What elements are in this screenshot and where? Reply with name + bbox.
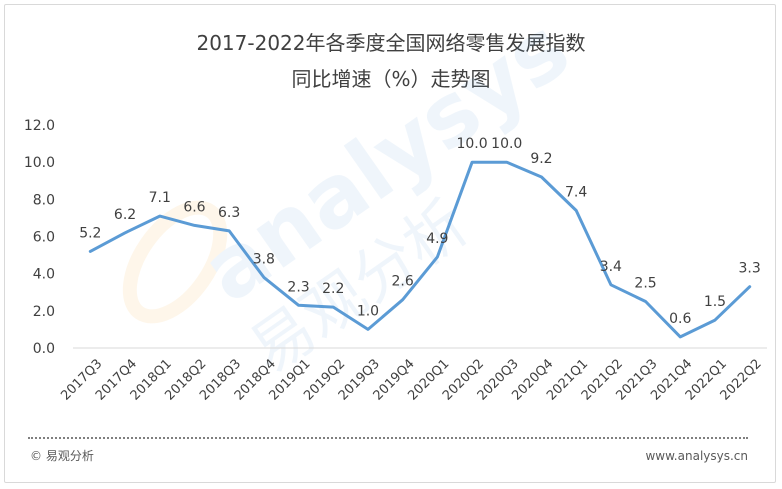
- data-label: 6.6: [183, 199, 205, 215]
- y-axis: 0.0 2.0 4.0 6.0 8.0 10.0 12.0: [24, 118, 55, 357]
- data-label: 10.0: [456, 136, 487, 152]
- data-labels: 5.2 6.2 7.1 6.6 6.3 3.8 2.3 2.2 1.0 2.6 4.9 10.0 10.…: [79, 136, 761, 327]
- data-label: 10.0: [491, 136, 522, 152]
- data-label: 6.3: [218, 205, 240, 221]
- data-label: 3.4: [600, 259, 622, 275]
- y-tick-label: 12.0: [24, 118, 55, 134]
- source-label: 易观分析: [45, 449, 94, 463]
- copyright-symbol: ©: [30, 449, 42, 463]
- data-label: 2.6: [392, 274, 414, 290]
- data-label: 2.2: [322, 281, 344, 297]
- data-label: 7.4: [565, 184, 587, 200]
- y-tick-label: 2.0: [33, 304, 55, 320]
- data-label: 3.3: [739, 261, 761, 277]
- footer-url: www.analysys.cn: [645, 449, 748, 463]
- data-label: 6.2: [114, 207, 136, 223]
- chart-frame: [4, 4, 776, 483]
- footer-source: © 易观分析: [30, 447, 94, 464]
- data-label: 5.2: [79, 225, 101, 241]
- data-label: 7.1: [149, 190, 171, 206]
- series-line: [88, 160, 752, 339]
- data-label: 0.6: [669, 311, 691, 327]
- y-tick-label: 0.0: [33, 341, 55, 357]
- x-axis-labels: 2017Q32017Q42018Q12018Q22018Q32018Q42019…: [58, 356, 764, 403]
- footer-divider: [28, 437, 748, 439]
- data-label: 2.3: [287, 279, 309, 295]
- data-label: 2.5: [634, 276, 656, 292]
- data-label: 3.8: [253, 251, 275, 267]
- data-label: 4.9: [426, 231, 448, 247]
- y-tick-label: 4.0: [33, 267, 55, 283]
- chart-subtitle: 同比增速（%）走势图: [291, 67, 491, 91]
- y-tick-label: 6.0: [33, 230, 55, 246]
- data-label: 9.2: [530, 151, 552, 167]
- chart-title: 2017-2022年各季度全国网络零售发展指数: [196, 31, 586, 55]
- data-label: 1.0: [357, 303, 379, 319]
- watermark: analysys 易观分析: [122, 0, 587, 387]
- data-label: 1.5: [704, 294, 726, 310]
- y-tick-label: 10.0: [24, 155, 55, 171]
- y-tick-label: 8.0: [33, 192, 55, 208]
